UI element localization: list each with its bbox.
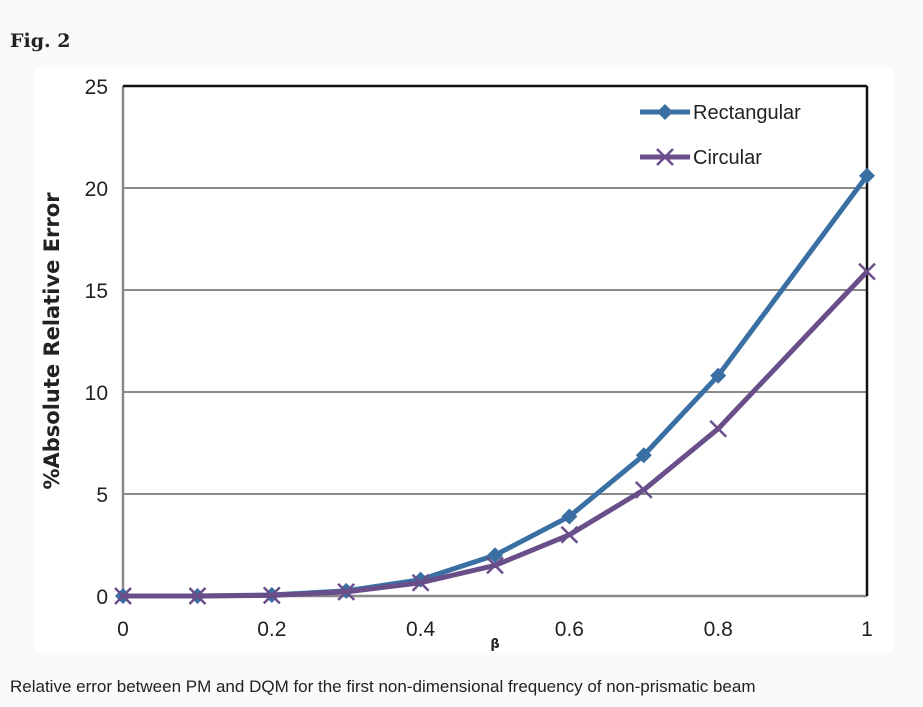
x-marker [656,148,674,166]
diamond-marker [635,447,652,464]
y-tick-label: 0 [96,586,108,609]
x-tick-label: 1 [861,618,873,641]
x-marker [411,573,430,592]
x-marker [188,587,207,605]
diamond-marker [859,167,875,184]
x-marker [337,583,356,601]
figure-label: Fig. 2 [10,30,71,52]
y-tick-label: 20 [85,178,108,201]
diamond-marker [561,508,578,525]
legend-label: Circular [693,147,762,169]
y-tick-label: 10 [85,382,108,405]
legend-label: Rectangular [693,102,801,124]
x-tick-label: 0 [117,618,129,641]
y-axis-label: %Absolute Relative Error [40,192,64,490]
x-marker [560,525,579,544]
y-tick-label: 5 [96,484,108,507]
y-tick-label: 25 [85,76,108,99]
x-axis-label: β [490,637,499,652]
figure-caption: Relative error between PM and DQM for th… [10,677,756,696]
chart-area [35,68,893,652]
y-tick-label: 15 [85,280,108,303]
x-tick-label: 0.4 [406,618,436,641]
x-marker [709,419,728,438]
x-tick-label: 0.8 [704,618,733,641]
diamond-marker [657,104,673,120]
x-tick-label: 0.6 [555,618,584,641]
series-line-circular [123,269,869,599]
x-marker [262,586,281,605]
x-marker [486,556,504,575]
x-marker [858,262,876,281]
diamond-marker [487,547,503,564]
diamond-marker [710,367,727,384]
x-tick-label: 0.2 [257,618,286,641]
x-marker [114,587,132,605]
x-marker [634,481,653,499]
